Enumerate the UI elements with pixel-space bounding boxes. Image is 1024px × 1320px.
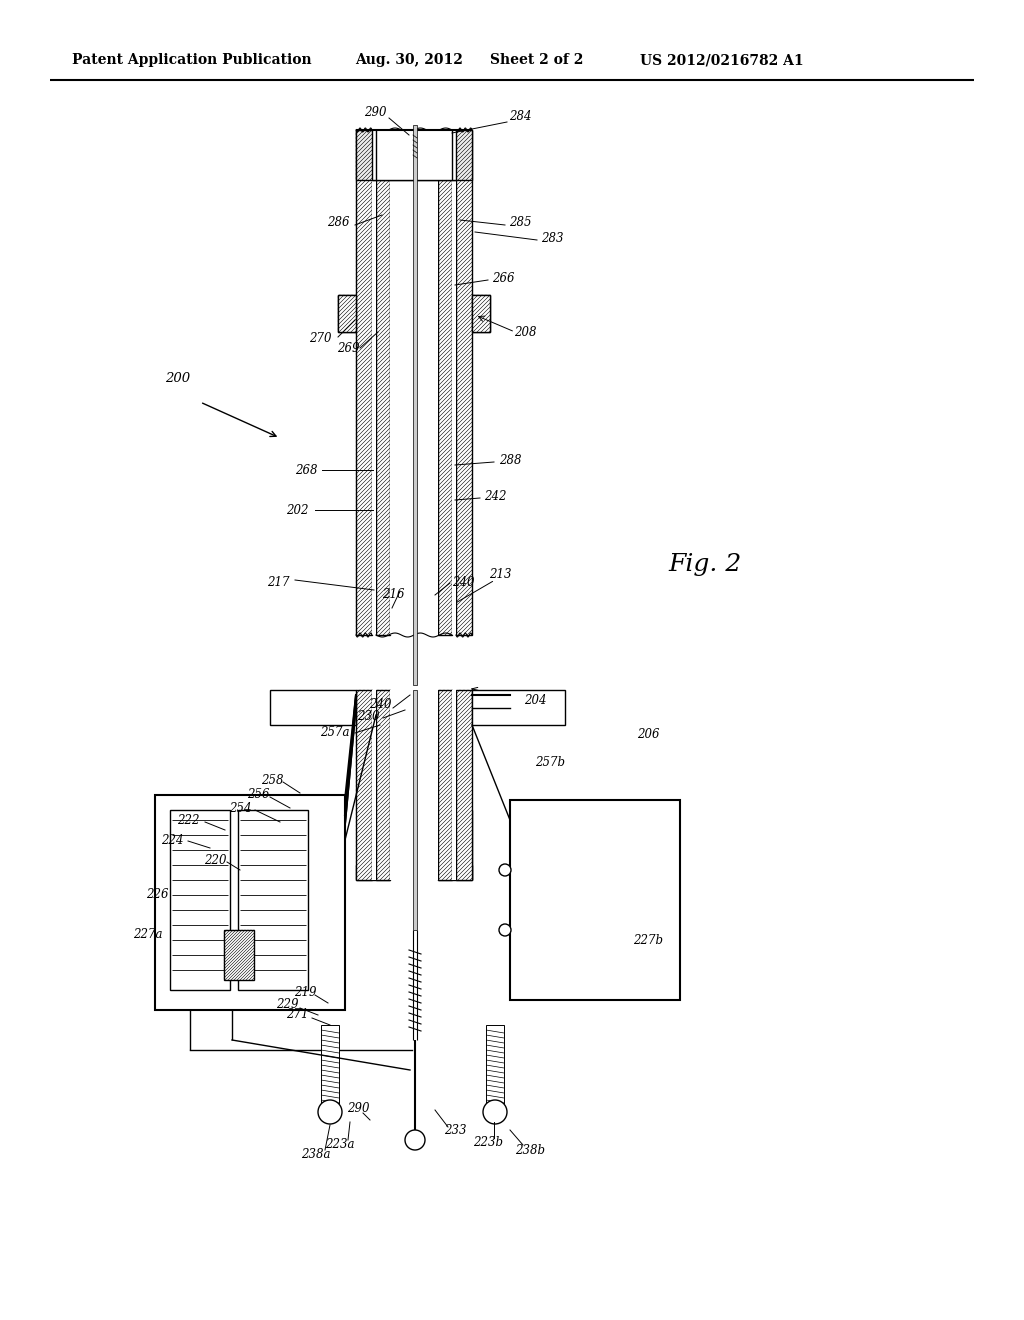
- Bar: [376, 160, 390, 635]
- Text: 268: 268: [295, 463, 317, 477]
- Bar: [413, 690, 417, 931]
- Text: 202: 202: [286, 503, 308, 516]
- Text: 230: 230: [356, 710, 379, 723]
- Text: US 2012/0216782 A1: US 2012/0216782 A1: [640, 53, 804, 67]
- Bar: [372, 160, 376, 635]
- Text: 208: 208: [514, 326, 537, 338]
- Text: 204: 204: [523, 693, 546, 706]
- Bar: [472, 294, 490, 333]
- Text: Fig. 2: Fig. 2: [668, 553, 741, 577]
- Polygon shape: [345, 696, 356, 828]
- Bar: [390, 160, 438, 635]
- Text: 286: 286: [327, 215, 349, 228]
- Bar: [438, 160, 452, 635]
- Text: 242: 242: [483, 490, 506, 503]
- Text: 224: 224: [161, 833, 183, 846]
- Bar: [438, 690, 452, 880]
- Bar: [356, 129, 472, 180]
- Bar: [472, 690, 565, 725]
- Text: 266: 266: [492, 272, 514, 285]
- Bar: [456, 129, 472, 635]
- Bar: [456, 690, 472, 880]
- Text: 220: 220: [204, 854, 226, 866]
- Bar: [413, 125, 417, 685]
- Circle shape: [483, 1100, 507, 1125]
- Bar: [338, 294, 356, 333]
- Circle shape: [406, 1130, 425, 1150]
- Text: 238a: 238a: [301, 1148, 331, 1162]
- Bar: [224, 931, 254, 979]
- Bar: [321, 1026, 339, 1104]
- Text: 222: 222: [177, 813, 200, 826]
- Text: 285: 285: [509, 215, 531, 228]
- Text: 271: 271: [286, 1008, 308, 1022]
- Bar: [452, 160, 456, 635]
- Text: 258: 258: [261, 774, 284, 787]
- Bar: [238, 810, 308, 990]
- Text: 290: 290: [364, 107, 386, 120]
- Text: 254: 254: [228, 801, 251, 814]
- Text: 216: 216: [382, 589, 404, 602]
- Text: 227a: 227a: [133, 928, 163, 941]
- Text: 256: 256: [247, 788, 269, 801]
- Text: Patent Application Publication: Patent Application Publication: [72, 53, 311, 67]
- Text: 290: 290: [347, 1101, 370, 1114]
- Text: 223b: 223b: [473, 1137, 503, 1150]
- Text: Sheet 2 of 2: Sheet 2 of 2: [490, 53, 584, 67]
- Text: 200: 200: [165, 371, 190, 384]
- Bar: [356, 129, 372, 635]
- Text: 213: 213: [488, 569, 511, 582]
- Bar: [452, 690, 456, 880]
- Text: 288: 288: [499, 454, 521, 466]
- Bar: [356, 690, 372, 880]
- Text: 240: 240: [452, 576, 474, 589]
- Bar: [376, 690, 390, 880]
- Text: 240: 240: [369, 698, 391, 711]
- Bar: [270, 690, 356, 725]
- Text: 206: 206: [637, 729, 659, 742]
- Text: 257b: 257b: [535, 756, 565, 770]
- Text: 257a: 257a: [321, 726, 350, 738]
- Text: 283: 283: [541, 231, 563, 244]
- Bar: [486, 1026, 504, 1104]
- Text: 223a: 223a: [326, 1138, 354, 1151]
- Text: 270: 270: [309, 331, 331, 345]
- Text: 226: 226: [145, 888, 168, 902]
- Text: 238b: 238b: [515, 1143, 545, 1156]
- Text: 217: 217: [266, 577, 289, 590]
- Text: 229: 229: [275, 998, 298, 1011]
- Text: 227b: 227b: [633, 933, 663, 946]
- Bar: [510, 800, 680, 1001]
- Bar: [170, 810, 230, 990]
- Bar: [372, 690, 376, 880]
- Circle shape: [499, 865, 511, 876]
- Text: 284: 284: [509, 111, 531, 124]
- Circle shape: [499, 924, 511, 936]
- Text: 269: 269: [337, 342, 359, 355]
- Bar: [155, 795, 345, 1010]
- Text: 219: 219: [294, 986, 316, 999]
- Bar: [372, 129, 456, 180]
- Text: Aug. 30, 2012: Aug. 30, 2012: [355, 53, 463, 67]
- Circle shape: [318, 1100, 342, 1125]
- Text: 233: 233: [443, 1123, 466, 1137]
- Bar: [390, 690, 438, 880]
